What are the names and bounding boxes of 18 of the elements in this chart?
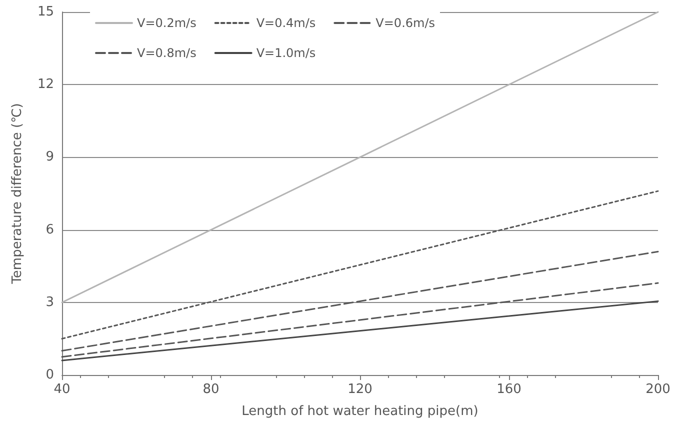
legend-label: V=0.6m/s <box>376 16 436 30</box>
x-tick-label: 160 <box>496 382 522 397</box>
y-tick-label: 9 <box>46 150 54 165</box>
legend-label: V=0.2m/s <box>137 16 196 30</box>
x-tick-label: 40 <box>54 382 70 397</box>
x-tick-label: 80 <box>202 382 220 397</box>
x-axis-title: Length of hot water heating pipe(m) <box>242 404 478 419</box>
y-tick-label: 0 <box>46 368 54 382</box>
legend-label: V=1.0m/s <box>256 46 316 60</box>
x-tick-label: 200 <box>646 382 670 397</box>
x-tick-label: 120 <box>348 382 372 397</box>
y-axis-title: Temperature difference (℃) <box>10 103 25 285</box>
y-tick-label: 3 <box>46 294 54 310</box>
y-tick-label: 12 <box>37 77 54 92</box>
legend-label: V=0.4m/s <box>256 16 316 30</box>
legend-label: V=0.8m/s <box>137 46 196 60</box>
y-tick-label: 15 <box>37 4 54 20</box>
y-tick-label: 6 <box>46 222 54 238</box>
